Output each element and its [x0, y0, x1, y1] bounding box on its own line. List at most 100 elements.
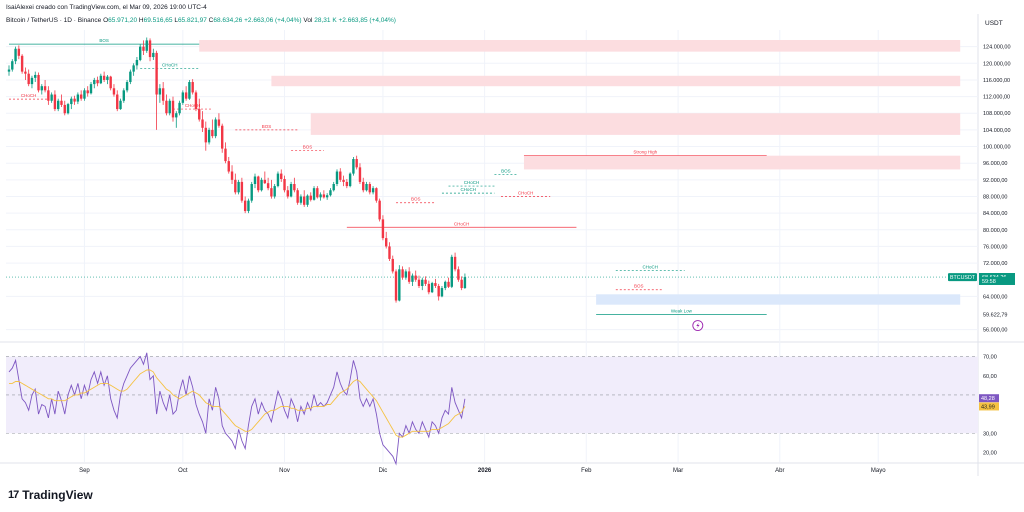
candle — [273, 184, 276, 199]
candle — [401, 266, 404, 280]
time-tick-label: Nov — [279, 468, 290, 474]
candle — [161, 82, 165, 105]
candle — [237, 179, 240, 195]
candle-body — [394, 271, 398, 301]
candle-body — [20, 55, 24, 72]
candle-body — [214, 119, 217, 137]
candle — [122, 88, 125, 103]
candle — [37, 72, 40, 93]
tradingview-logo[interactable]: 17 TradingView — [8, 488, 93, 502]
candle — [86, 86, 89, 97]
candle-body — [417, 279, 421, 286]
price-tick-label: 64.000,00 — [983, 294, 1007, 300]
candle — [299, 194, 303, 205]
price-tags: 68.648,1568.634,2659:5859.622,79BTCUSDT4… — [692, 273, 1015, 411]
candle-body — [152, 52, 155, 58]
candle — [224, 142, 227, 164]
candle — [421, 277, 424, 291]
candle — [352, 156, 355, 176]
candle-body — [230, 171, 234, 180]
supply-zone — [271, 75, 961, 87]
candle-body — [109, 76, 112, 89]
price-tick-label: 100.000,00 — [983, 145, 1011, 151]
structure-label: BOS — [501, 168, 511, 173]
structure-label: BOS — [303, 145, 313, 150]
candle-body — [181, 92, 185, 103]
demand-zone — [596, 294, 961, 305]
candle-body — [355, 159, 358, 168]
candle-body — [450, 256, 453, 287]
candle-body — [457, 269, 460, 280]
price-tick-label: 84.000,00 — [983, 211, 1007, 217]
supply-zone — [310, 113, 961, 135]
candle-body — [119, 100, 122, 110]
candle — [135, 57, 139, 70]
candle-body — [388, 246, 391, 259]
candle-body — [447, 281, 450, 287]
candle-body — [260, 179, 263, 191]
rsi-tick-label: 20,00 — [983, 450, 997, 456]
candle — [447, 277, 450, 289]
time-tick-label: Feb — [581, 468, 592, 474]
candle-body — [204, 127, 207, 143]
currency-label[interactable]: USDT — [985, 20, 1003, 27]
candle-body — [57, 100, 60, 110]
candle — [191, 79, 194, 95]
candle — [79, 90, 83, 101]
time-tick-label: Mayo — [871, 468, 886, 474]
candle-body — [240, 181, 244, 201]
candle-body — [106, 76, 109, 80]
candle — [358, 163, 362, 184]
candle-body — [250, 184, 253, 201]
candle-body — [227, 161, 230, 172]
structure-label: BOS — [99, 38, 109, 43]
candle — [175, 111, 178, 128]
candle-body — [168, 100, 171, 114]
candle — [125, 79, 129, 93]
structure-label: CHoCH — [518, 190, 534, 195]
candle — [40, 84, 43, 95]
price-tick-label: 92.000,00 — [983, 178, 1007, 184]
rsi-tag-bg — [979, 394, 999, 403]
candle — [355, 155, 358, 170]
candle — [303, 190, 306, 207]
candle-body — [391, 258, 394, 272]
candle — [20, 54, 24, 74]
candle — [371, 186, 375, 195]
candle — [345, 179, 349, 189]
candle-body — [14, 48, 17, 62]
candle — [325, 193, 329, 200]
candle-body — [276, 173, 280, 187]
candle-body — [378, 200, 381, 220]
candle-body — [316, 188, 319, 198]
candle-body — [358, 167, 362, 182]
price-tick-label: 96.000,00 — [983, 161, 1007, 167]
candle — [404, 269, 408, 280]
candle-body — [158, 88, 162, 95]
candle — [217, 113, 221, 128]
candles[interactable] — [7, 37, 467, 303]
candle — [76, 92, 80, 105]
candle — [70, 96, 73, 110]
time-tick-label: Oct — [178, 468, 188, 474]
candle-body — [234, 179, 237, 193]
candle — [427, 280, 431, 295]
candle — [460, 276, 463, 291]
candle — [296, 188, 299, 205]
rsi-panel[interactable] — [8, 352, 466, 466]
candle — [27, 69, 30, 87]
candle — [342, 175, 345, 187]
price-tag-timer: 59:58 — [982, 279, 996, 285]
candle — [99, 73, 103, 85]
time-tick-label: Abr — [775, 468, 784, 474]
candle — [368, 181, 371, 195]
price-tick-label: 120.000,00 — [983, 61, 1011, 67]
candle — [417, 275, 421, 289]
candle — [293, 177, 296, 193]
candle-body — [299, 196, 303, 203]
candle — [93, 77, 96, 89]
price-tick-label: 80.000,00 — [983, 228, 1007, 234]
ohlc-close: C68.634,26 — [208, 17, 243, 24]
candle — [227, 156, 230, 174]
